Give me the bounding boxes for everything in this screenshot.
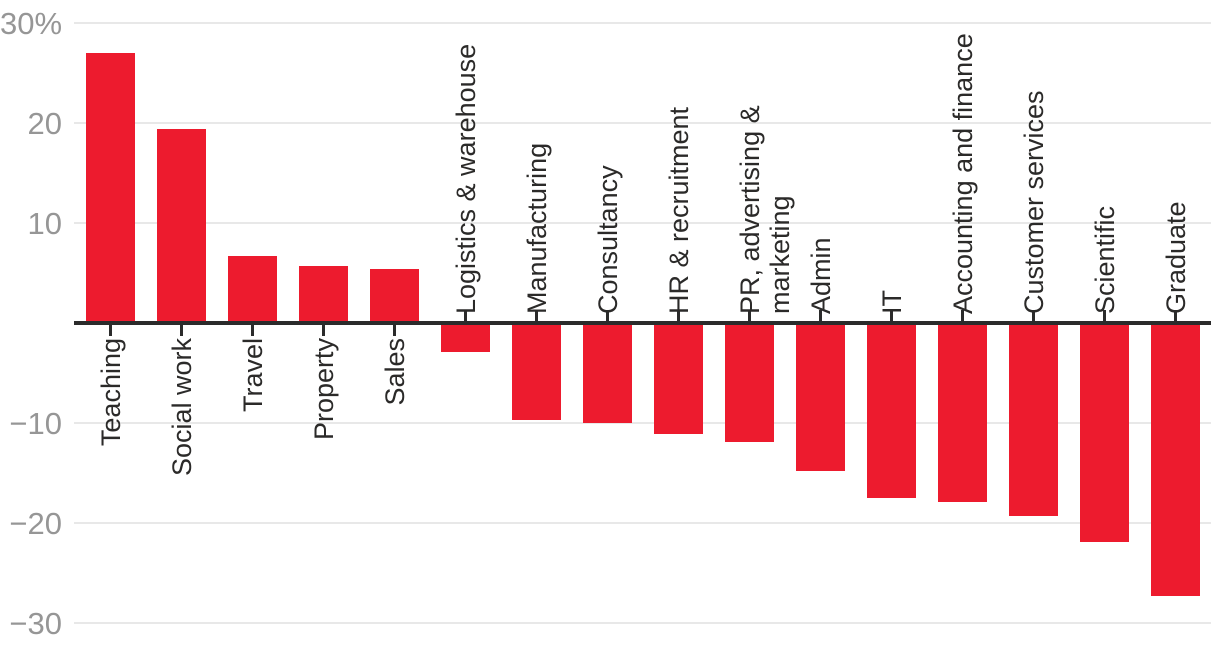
category-label: Teaching — [95, 338, 126, 447]
bar — [228, 255, 277, 323]
bar — [299, 265, 348, 323]
category-label: Sales — [379, 338, 410, 406]
y-axis-tick-label: −20 — [9, 505, 62, 541]
x-axis-tick-mark — [322, 324, 325, 336]
y-axis-tick-label: −30 — [9, 605, 62, 641]
x-axis-tick-mark — [961, 309, 964, 321]
bar — [796, 322, 845, 471]
category-label: Logistics & warehouse — [450, 43, 481, 314]
category-label: Social work — [166, 338, 197, 477]
gridline — [74, 221, 1211, 224]
x-axis-tick-mark — [1103, 309, 1106, 321]
x-axis-tick-mark — [677, 309, 680, 321]
bar — [938, 322, 987, 502]
category-label: Customer services — [1018, 90, 1049, 314]
category-label: Consultancy — [592, 165, 623, 314]
category-label: Scientific — [1089, 205, 1120, 314]
x-axis-tick-mark — [251, 324, 254, 336]
x-axis-tick-mark — [180, 324, 183, 336]
x-axis-tick-mark — [606, 309, 609, 321]
bar — [1151, 322, 1200, 596]
gridline — [74, 21, 1211, 24]
category-label: PR, advertising & marketing — [734, 105, 795, 314]
category-label: IT — [876, 290, 907, 314]
x-axis-tick-mark — [1174, 309, 1177, 321]
y-axis-tick-label: 30% — [0, 5, 63, 41]
category-label: HR & recruitment — [663, 106, 694, 314]
y-axis-tick-label: 20 — [27, 105, 62, 141]
bar — [86, 52, 135, 323]
gridline — [74, 421, 1211, 424]
x-axis-tick-mark — [535, 309, 538, 321]
y-axis-tick-label: 10 — [27, 205, 62, 241]
x-axis-tick-mark — [748, 309, 751, 321]
category-label: Accounting and finance — [947, 33, 978, 314]
x-axis-tick-mark — [1032, 309, 1035, 321]
bar — [157, 128, 206, 323]
x-axis-tick-mark — [393, 324, 396, 336]
bar — [654, 322, 703, 434]
x-axis-tick-mark — [109, 324, 112, 336]
category-label: Manufacturing — [521, 142, 552, 314]
category-label: Travel — [237, 338, 268, 413]
bar — [725, 322, 774, 442]
y-axis-tick-label: −10 — [9, 405, 62, 441]
gridline — [74, 121, 1211, 124]
bar — [370, 268, 419, 323]
bar — [1080, 322, 1129, 542]
bar — [512, 322, 561, 420]
x-axis-tick-mark — [819, 309, 822, 321]
gridline — [74, 621, 1211, 624]
bar — [441, 322, 490, 352]
zero-baseline — [74, 320, 1211, 325]
gridline — [74, 521, 1211, 524]
bar — [583, 322, 632, 423]
x-axis-tick-mark — [890, 309, 893, 321]
category-label: Graduate — [1160, 201, 1191, 314]
category-label: Admin — [805, 237, 836, 314]
bar — [867, 322, 916, 498]
bar — [1009, 322, 1058, 516]
category-label: Property — [308, 338, 339, 441]
x-axis-tick-mark — [464, 309, 467, 321]
